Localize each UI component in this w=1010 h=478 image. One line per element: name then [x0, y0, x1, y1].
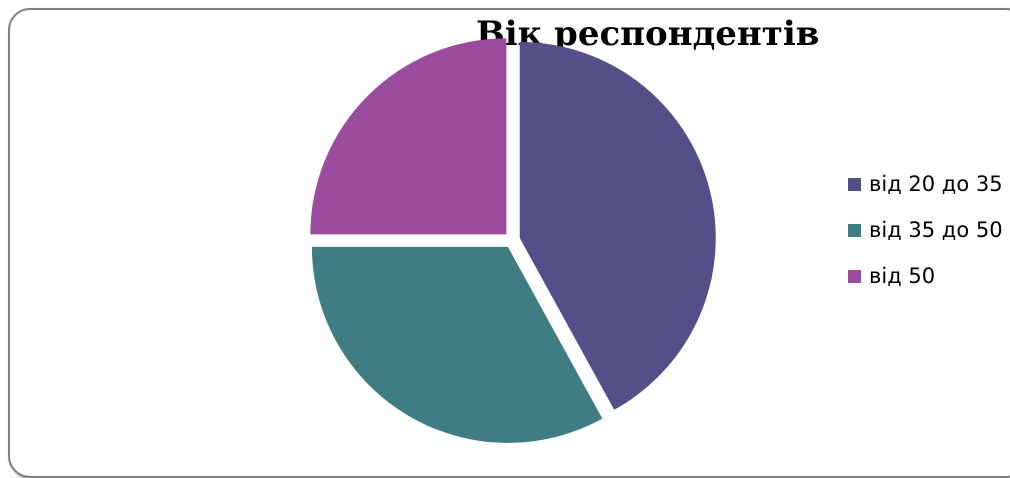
pie-chart	[310, 38, 716, 443]
legend-label: від 35 до 50	[869, 218, 1003, 242]
slice-35-50	[311, 246, 603, 443]
legend-label: від 50	[869, 264, 936, 288]
chart-legend: від 20 до 35 від 35 до 50 від 50	[848, 172, 1003, 310]
slice-20-35	[519, 42, 716, 410]
legend-swatch	[848, 223, 861, 237]
legend-item-35-50: від 35 до 50	[848, 218, 1003, 242]
legend-label: від 20 до 35	[869, 172, 1003, 196]
legend-swatch	[848, 269, 861, 283]
legend-item-50-plus: від 50	[848, 264, 1003, 288]
legend-item-20-35: від 20 до 35	[848, 172, 1003, 196]
pie-slices	[310, 38, 716, 443]
slice-50-plus	[310, 38, 507, 235]
legend-swatch	[848, 177, 861, 191]
